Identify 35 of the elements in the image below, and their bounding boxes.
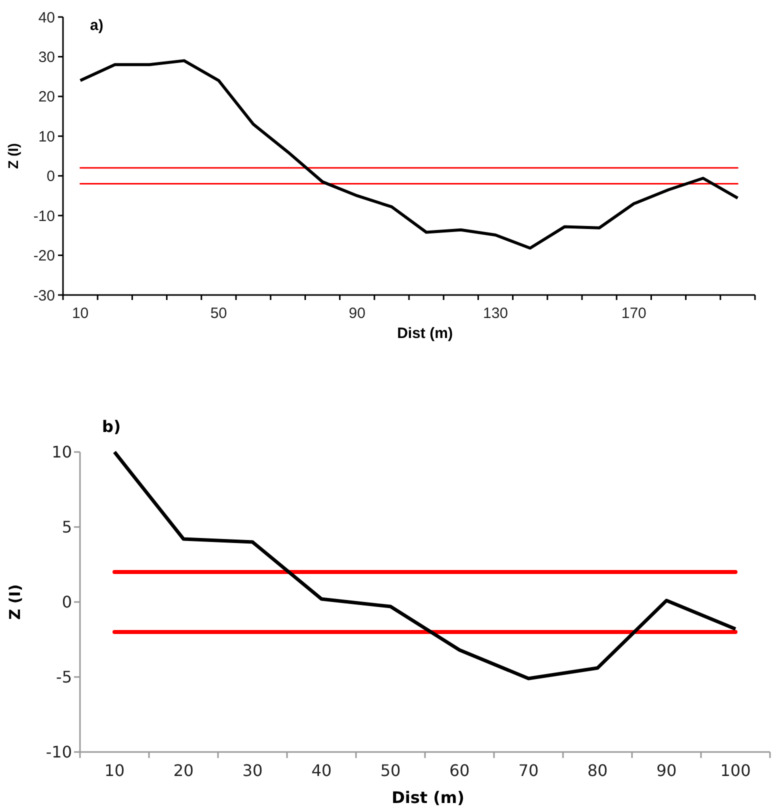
x-tick-label: 80 bbox=[587, 761, 608, 780]
y-tick-label: -10 bbox=[46, 742, 72, 762]
y-tick-label: 20 bbox=[38, 88, 55, 106]
x-tick-label: 100 bbox=[720, 761, 751, 780]
y-tick-label: 0 bbox=[62, 592, 72, 612]
x-tick-label: 90 bbox=[348, 305, 366, 322]
y-tick-label: 5 bbox=[62, 518, 72, 537]
y-tick-label: -10 bbox=[33, 208, 55, 225]
line-series bbox=[112, 450, 738, 680]
x-axis-title: Dist (m) bbox=[392, 788, 464, 807]
x-tick-label: 40 bbox=[311, 761, 332, 780]
y-tick-label: 40 bbox=[38, 9, 55, 26]
line-series bbox=[78, 59, 740, 250]
y-tick-label: -30 bbox=[33, 287, 55, 304]
y-tick-label: 30 bbox=[38, 48, 55, 66]
y-axis-title: Z (I) bbox=[6, 584, 24, 620]
y-tick-label: -20 bbox=[33, 248, 55, 265]
x-tick-label: 130 bbox=[482, 305, 508, 322]
x-axis-title: Dist (m) bbox=[397, 325, 453, 342]
chart-title: b) bbox=[102, 417, 121, 436]
x-tick-label: 10 bbox=[104, 761, 125, 780]
x-tick-label: 70 bbox=[518, 761, 539, 780]
y-tick-label: 10 bbox=[52, 442, 72, 462]
x-tick-label: 20 bbox=[173, 761, 194, 780]
y-tick-label: 10 bbox=[38, 128, 55, 146]
y-tick-label: -5 bbox=[56, 668, 72, 687]
x-tick-label: 170 bbox=[621, 305, 646, 322]
x-tick-label: 50 bbox=[210, 305, 228, 322]
x-tick-label: 30 bbox=[242, 761, 263, 780]
y-tick-label: 0 bbox=[46, 168, 55, 186]
x-tick-label: 90 bbox=[656, 761, 677, 780]
chart-title: a) bbox=[90, 17, 104, 34]
y-axis-title: Z (I) bbox=[5, 143, 21, 169]
x-tick-label: 60 bbox=[449, 761, 470, 780]
x-tick-label: 50 bbox=[380, 761, 401, 780]
